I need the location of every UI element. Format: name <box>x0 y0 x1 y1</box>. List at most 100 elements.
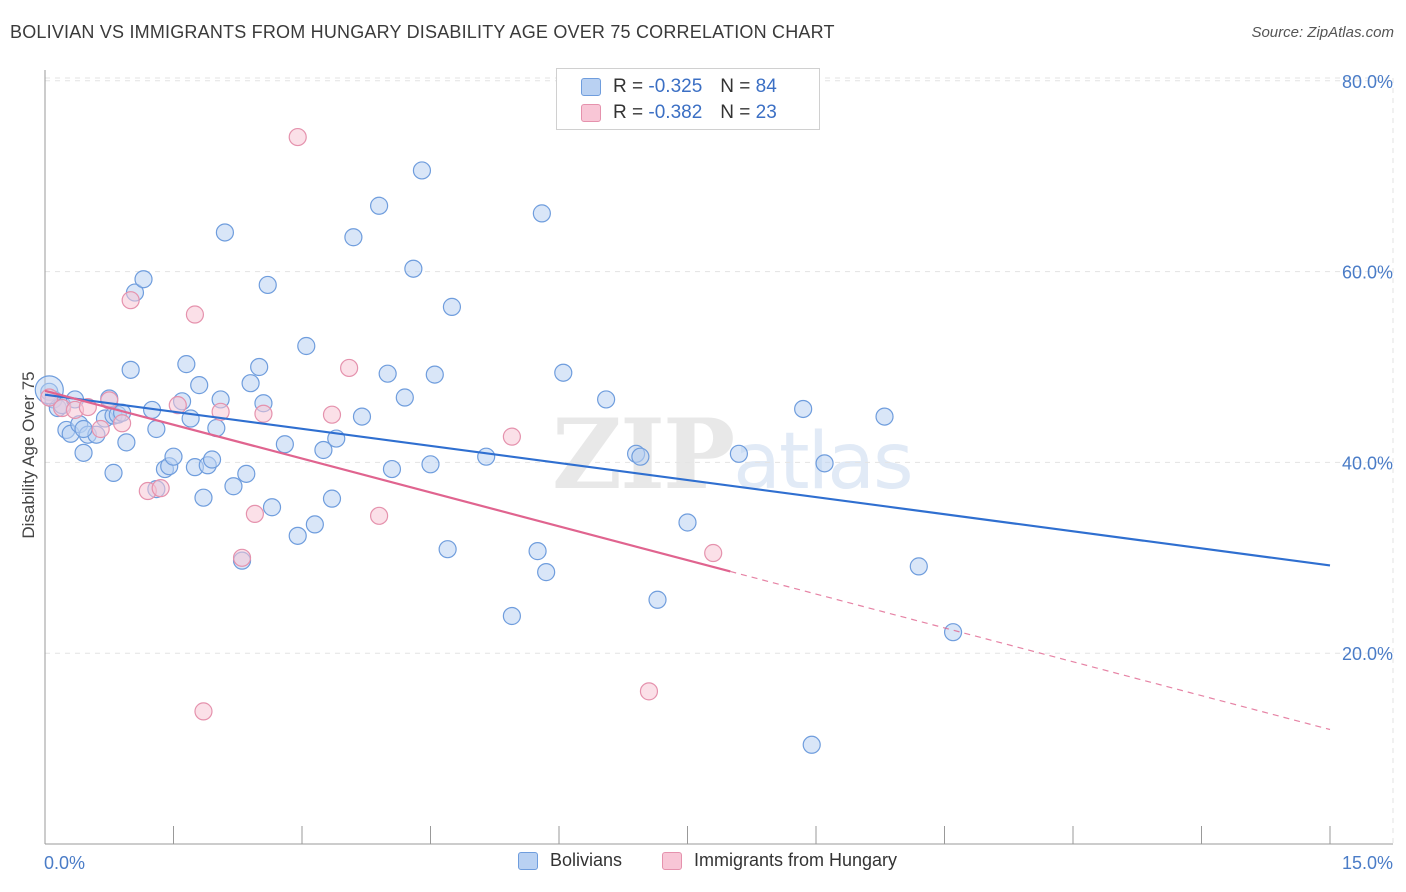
bolivians-point <box>117 433 136 452</box>
y-tick-label: 40.0% <box>1342 453 1393 473</box>
bolivians-trend-line <box>44 393 1331 567</box>
bolivians-point <box>305 515 324 534</box>
bolivians-point <box>528 542 547 561</box>
series-legend: Bolivians Immigrants from Hungary <box>0 850 1406 878</box>
legend-n-label: N = <box>720 76 751 97</box>
y-tick-label: 60.0% <box>1342 263 1393 283</box>
bolivians-point <box>648 590 667 609</box>
hungary-point <box>502 427 521 446</box>
bolivians-point <box>802 735 821 754</box>
y-tick-label: 20.0% <box>1342 644 1393 664</box>
bolivians-point <box>237 464 256 483</box>
bolivians-point <box>421 455 440 474</box>
legend-swatch-blue <box>581 78 601 96</box>
bolivians-point <box>678 513 697 532</box>
bolivians-point <box>314 440 333 460</box>
hungary-points <box>40 127 723 721</box>
chart-title: BOLIVIAN VS IMMIGRANTS FROM HUNGARY DISA… <box>10 22 835 42</box>
hungary-trend-extension <box>730 570 1331 731</box>
bolivians-point <box>794 399 813 419</box>
bolivians-point <box>382 459 402 479</box>
bolivians-point <box>875 407 894 426</box>
bolivians-point <box>404 259 423 278</box>
legend-n-label: N = <box>720 102 751 123</box>
bolivians-point <box>74 419 93 439</box>
x-tick-label: 0.0% <box>44 853 85 873</box>
legend-r-label: R = <box>613 76 644 97</box>
tick-labels: 20.0% 40.0% 60.0% 80.0% 0.0% 15.0% <box>44 72 1393 873</box>
bolivians-point <box>288 526 307 545</box>
hungary-point <box>91 419 110 439</box>
hungary-point <box>112 414 132 433</box>
legend-r-label: R = <box>613 102 644 123</box>
bolivians-point <box>370 196 389 215</box>
legend-swatch-pink <box>662 851 682 870</box>
legend-n-value: 84 <box>755 76 777 97</box>
bolivians-point <box>215 223 234 242</box>
bolivians-point <box>378 364 397 383</box>
bolivians-point <box>258 275 277 295</box>
hungary-trend-line <box>44 389 731 573</box>
axes <box>44 70 1393 845</box>
hungary-point <box>151 479 170 498</box>
bolivians-points <box>34 161 963 754</box>
hungary-point <box>121 291 140 310</box>
bolivians-point <box>344 228 363 247</box>
hungary-point <box>639 682 659 701</box>
hungary-point <box>340 358 359 378</box>
bolivians-point <box>815 454 834 473</box>
legend-row-bolivians: R = -0.325 N = 84 <box>581 75 777 99</box>
hungary-point <box>370 506 389 525</box>
legend-swatch-blue <box>518 851 538 870</box>
bolivians-point <box>352 407 372 426</box>
bolivians-point <box>554 363 573 382</box>
bolivians-point <box>104 463 123 482</box>
legend-swatch-pink <box>581 104 601 122</box>
bolivians-point <box>729 444 749 463</box>
legend-item-bolivians[interactable]: Bolivians <box>518 850 622 871</box>
bolivians-point <box>194 488 213 507</box>
bolivians-point <box>395 388 414 407</box>
legend-r-value: -0.382 <box>648 102 703 123</box>
source-label: Source: ZipAtlas.com <box>1251 24 1394 41</box>
hungary-point <box>288 127 307 147</box>
bolivians-point <box>147 419 166 439</box>
legend-n-value: 23 <box>755 102 777 123</box>
bolivians-point <box>250 357 269 377</box>
bolivians-point <box>438 540 457 559</box>
legend-label-bolivians: Bolivians <box>550 850 623 870</box>
bolivians-point <box>134 270 153 289</box>
hungary-point <box>245 504 264 524</box>
bolivians-point <box>275 435 294 454</box>
grid-lines <box>45 77 1394 844</box>
bolivians-point <box>74 443 93 462</box>
hungary-point <box>211 402 230 421</box>
hungary-point <box>168 396 187 415</box>
bolivians-point <box>597 390 616 409</box>
legend-label-hungary: Immigrants from Hungary <box>694 850 898 870</box>
bolivians-point <box>224 477 243 496</box>
bolivians-point <box>121 360 140 379</box>
bolivians-point <box>502 606 521 626</box>
bolivians-point <box>537 563 556 582</box>
bolivians-point <box>164 447 183 466</box>
stats-legend: R = -0.325 N = 84 R = -0.382 N = 23 <box>556 68 820 130</box>
watermark: ZIPatlas <box>552 398 914 511</box>
bolivians-point <box>190 376 209 395</box>
bolivians-point <box>262 498 282 517</box>
legend-item-hungary[interactable]: Immigrants from Hungary <box>662 850 897 871</box>
bolivians-point <box>412 161 432 180</box>
bolivians-point <box>631 447 650 466</box>
hungary-point <box>322 405 342 424</box>
hungary-point <box>232 548 252 567</box>
bolivians-point <box>943 623 963 642</box>
bolivians-point <box>241 374 260 393</box>
bolivians-point <box>322 489 342 508</box>
hungary-point <box>185 305 205 324</box>
y-axis-label: Disability Age Over 75 <box>19 371 38 538</box>
bolivians-point <box>297 336 316 356</box>
bolivians-point <box>532 204 551 223</box>
bolivians-point <box>442 297 462 316</box>
bolivians-point <box>477 447 496 466</box>
